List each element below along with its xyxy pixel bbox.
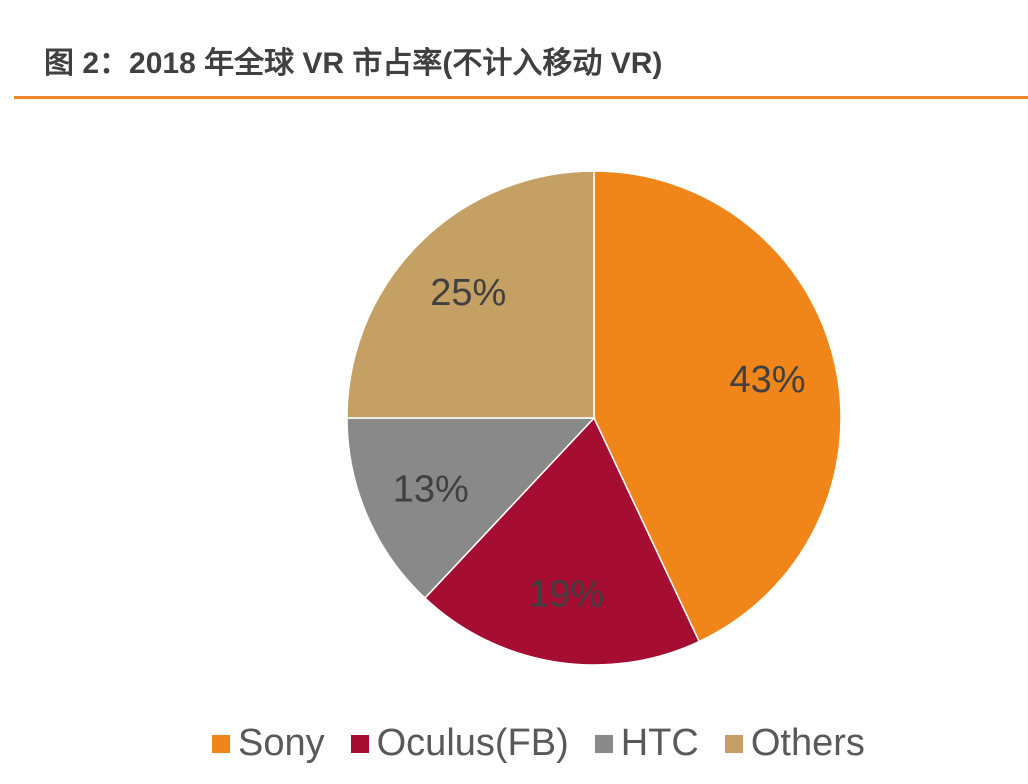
legend-label: Others <box>750 722 865 764</box>
pie-slice-htc <box>346 417 596 600</box>
legend-item: Sony <box>212 722 325 765</box>
legend-swatch <box>594 734 613 753</box>
legend-label: Oculus(FB) <box>376 722 569 764</box>
data-label: 19% <box>528 574 604 616</box>
pie-slice-sony <box>593 170 842 643</box>
data-label: 43% <box>730 359 806 401</box>
data-label: 13% <box>393 469 469 511</box>
title-divider <box>14 96 1028 99</box>
legend-item: Oculus(FB) <box>350 722 569 765</box>
legend-swatch <box>350 734 369 753</box>
legend-item: HTC <box>594 722 699 765</box>
chart-title: 图 2：2018 年全球 VR 市占率(不计入移动 VR) <box>44 47 663 80</box>
legend: Sony Oculus(FB) HTC Others <box>212 722 891 765</box>
pie-slice-others <box>346 170 595 419</box>
legend-label: HTC <box>620 722 699 764</box>
legend-label: Sony <box>238 722 325 764</box>
data-label: 25% <box>430 272 506 314</box>
legend-item: Others <box>724 722 865 765</box>
legend-swatch <box>212 734 230 753</box>
pie-slice-oculusfb <box>423 416 701 666</box>
legend-swatch <box>724 734 743 753</box>
